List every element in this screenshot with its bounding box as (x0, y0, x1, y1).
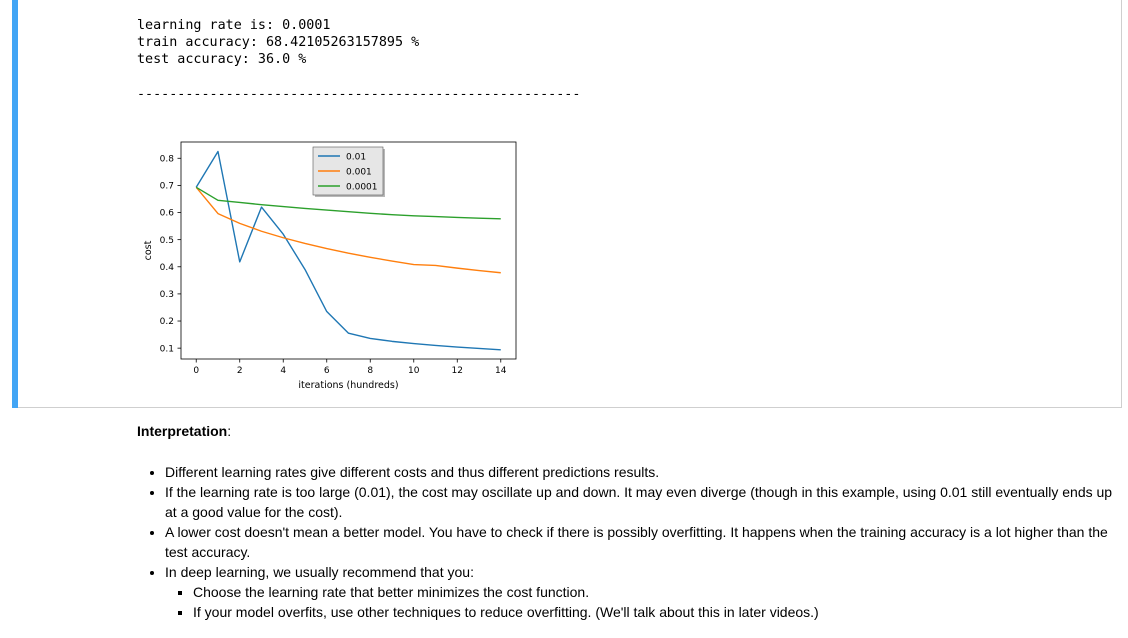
y-tick-label: 0.4 (160, 263, 175, 273)
x-tick-label: 14 (495, 366, 507, 376)
x-tick-label: 8 (367, 366, 373, 376)
y-tick-label: 0.8 (160, 154, 175, 164)
series-line-0.001 (195, 186, 501, 274)
output-train-accuracy: train accuracy: 68.42105263157895 % (137, 35, 420, 50)
y-tick-label: 0.5 (160, 236, 174, 246)
output-test-accuracy: test accuracy: 36.0 % (137, 52, 307, 67)
y-tick-label: 0.7 (160, 182, 174, 192)
interpretation-heading: Interpretation: (137, 423, 232, 439)
output-learning-rate: learning rate is: 0.0001 (137, 18, 331, 33)
legend-label: 0.001 (346, 167, 372, 177)
recommendation-list: Choose the learning rate that better min… (165, 582, 1117, 622)
markdown-cell: Interpretation: Different learning rates… (137, 420, 1117, 622)
list-item: If the learning rate is too large (0.01)… (165, 482, 1117, 522)
legend-label: 0.01 (346, 152, 366, 162)
list-item: If your model overfits, use other techni… (193, 602, 1117, 622)
y-tick-label: 0.3 (160, 290, 174, 300)
x-tick-label: 4 (280, 366, 286, 376)
y-tick-label: 0.6 (160, 209, 175, 219)
x-tick-label: 6 (324, 366, 330, 376)
x-tick-label: 10 (408, 366, 420, 376)
output-text: learning rate is: 0.0001 train accuracy: … (137, 17, 419, 68)
x-tick-label: 2 (237, 366, 243, 376)
list-item: A lower cost doesn't mean a better model… (165, 522, 1117, 562)
interpretation-list: Different learning rates give different … (137, 462, 1117, 622)
cost-plot: 0 2 4 6 8 10 12 14 0.1 0.2 0.3 0.4 0.5 0.6 0.7 0.8 itera… (143, 141, 517, 391)
series-line-0.01 (195, 150, 501, 351)
y-tick-label: 0.2 (160, 317, 174, 327)
series-line-0.0001 (195, 186, 501, 220)
cell-selection-bar[interactable] (12, 0, 18, 408)
list-item: Choose the learning rate that better min… (193, 582, 1117, 602)
x-tick-label: 0 (193, 366, 199, 376)
y-tick-label: 0.1 (160, 344, 174, 354)
output-separator: ----------------------------------------… (137, 87, 581, 102)
x-axis-label: iterations (hundreds) (298, 380, 398, 391)
list-item: Different learning rates give different … (165, 462, 1117, 482)
list-item: In deep learning, we usually recommend t… (165, 562, 1117, 622)
y-axis-label: cost (143, 240, 154, 260)
legend-label: 0.0001 (346, 182, 378, 192)
x-tick-label: 12 (452, 366, 463, 376)
